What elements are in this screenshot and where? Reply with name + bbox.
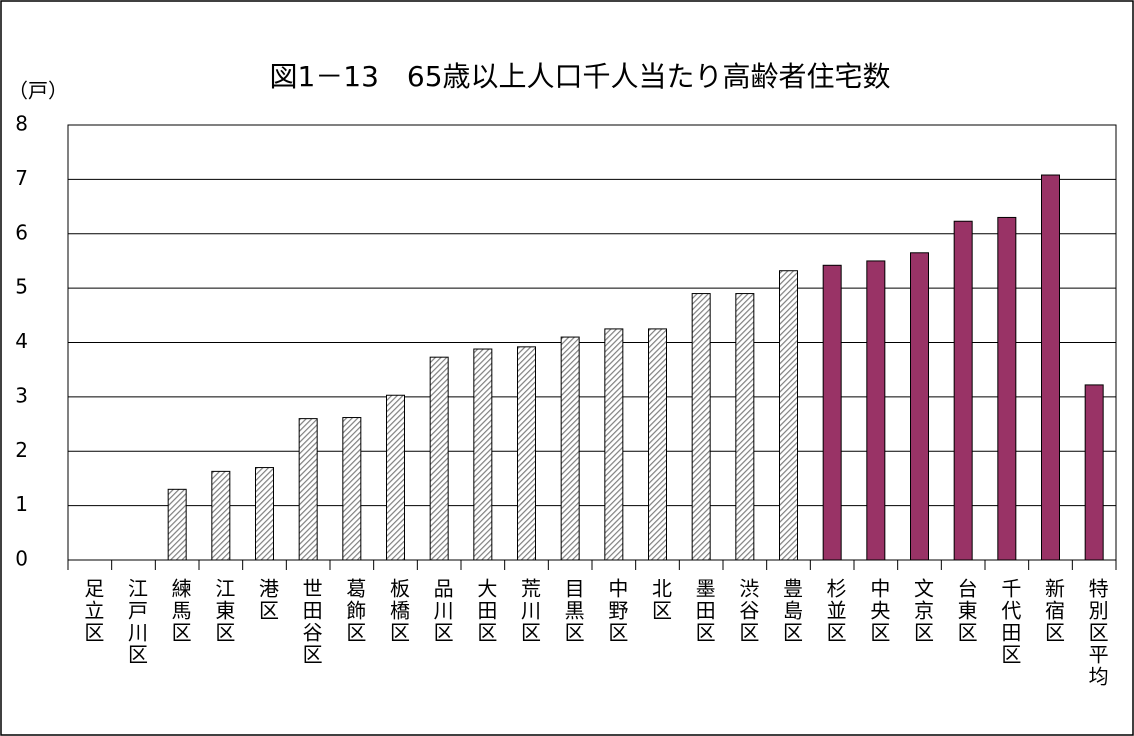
y-tick-label: 7: [15, 166, 28, 190]
y-axis-label: （戸）: [8, 79, 68, 103]
y-tick-label: 6: [15, 220, 28, 244]
y-tick-label: 0: [15, 547, 28, 571]
bar: [167, 488, 187, 561]
bar: [298, 418, 318, 561]
x-tick-label: 品川区: [430, 578, 455, 644]
bar: [386, 394, 405, 561]
chart-title: 図1－13 65歳以上人口千人当たり高齢者住宅数: [269, 60, 890, 93]
x-tick-label: 目黒区: [561, 578, 586, 644]
x-tick-label: 渋谷区: [735, 578, 760, 644]
x-tick-label: 世田谷区: [299, 578, 324, 666]
x-tick-label: 江戸川区: [124, 578, 149, 666]
bar: [735, 293, 755, 561]
bar: [997, 216, 1017, 561]
x-tick-label: 墨田区: [692, 578, 717, 644]
bar: [648, 328, 667, 561]
x-tick-label: 大田区: [473, 578, 498, 644]
x-tick-label: 文京区: [910, 578, 935, 644]
bar: [691, 293, 711, 561]
bar: [255, 467, 274, 561]
bar: [342, 417, 362, 561]
x-tick-label: 台東区: [954, 578, 979, 644]
x-tick-label: 葛飾区: [342, 578, 367, 644]
bar: [910, 252, 929, 561]
bar: [604, 328, 624, 561]
y-tick-label: 5: [15, 275, 28, 299]
x-tick-label: 新宿区: [1041, 578, 1066, 644]
x-tick-label: 足立区: [80, 578, 105, 644]
bar: [1041, 174, 1060, 561]
bar: [779, 270, 798, 561]
x-tick-label: 特別区平均: [1085, 578, 1110, 688]
bar: [1084, 384, 1104, 561]
bar: [953, 220, 973, 561]
bar: [560, 336, 580, 561]
bar: [429, 356, 449, 561]
y-tick-label: 8: [15, 112, 28, 136]
bar: [517, 346, 536, 561]
x-tick-label: 中央区: [866, 578, 891, 644]
x-tick-label: 北区: [648, 578, 673, 622]
y-tick-label: 4: [15, 329, 28, 353]
bar: [473, 348, 493, 561]
x-tick-label: 千代田区: [997, 578, 1022, 666]
x-tick-label: 板橋区: [386, 578, 411, 644]
x-tick-label: 荒川区: [517, 578, 542, 644]
y-tick-label: 2: [15, 438, 28, 462]
x-tick-label: 杉並区: [823, 578, 848, 644]
bar: [211, 470, 231, 561]
y-tick-label: 3: [15, 383, 28, 407]
bar: [866, 260, 886, 561]
x-tick-label: 江東区: [211, 578, 236, 644]
x-tick-label: 港区: [255, 578, 280, 622]
bar: [822, 264, 842, 561]
x-tick-label: 中野区: [604, 578, 629, 644]
x-tick-label: 豊島区: [779, 578, 804, 644]
y-tick-label: 1: [15, 492, 28, 516]
x-tick-label: 練馬区: [168, 578, 193, 644]
